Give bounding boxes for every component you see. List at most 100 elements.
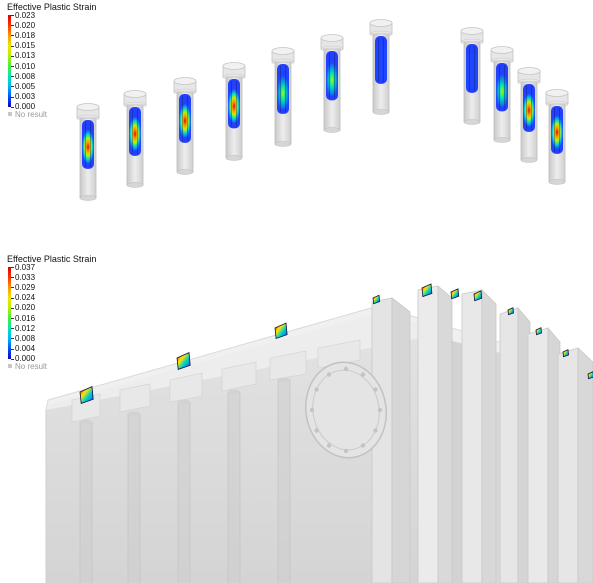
bolt-hole bbox=[177, 399, 191, 583]
strained-cap bbox=[274, 322, 288, 339]
bolt bbox=[271, 47, 295, 147]
legend-tick bbox=[11, 96, 14, 98]
legend-tick bbox=[11, 287, 14, 289]
legend-tick-label: 0.037 bbox=[15, 262, 36, 272]
no-result-label: No result bbox=[15, 361, 48, 371]
flange-bolt-hole bbox=[309, 407, 315, 413]
flange-bolt-hole bbox=[360, 443, 366, 448]
no-result-label: No result bbox=[15, 109, 48, 119]
legend-tick bbox=[11, 86, 14, 88]
legend-tick-label: 0.005 bbox=[15, 81, 36, 91]
bolt-strain-panel: Effective Plastic Strain 0.023 0.020 0.018… bbox=[0, 0, 593, 250]
strained-cap bbox=[372, 294, 381, 305]
legend-tick-label: 0.020 bbox=[15, 303, 36, 313]
no-result-swatch bbox=[8, 111, 12, 116]
legend-tick-label: 0.010 bbox=[15, 61, 36, 71]
strained-cap bbox=[79, 386, 94, 404]
flange-bolt-hole bbox=[326, 372, 332, 377]
strained-cap bbox=[473, 290, 483, 302]
bolt-hole bbox=[79, 419, 93, 583]
legend-tick bbox=[11, 297, 14, 299]
legend-scale: 0.023 0.020 0.018 0.015 0.013 0.010 0.008 0.005… bbox=[7, 10, 96, 138]
legend-tick-label: 0.033 bbox=[15, 272, 36, 282]
legend-tick bbox=[11, 338, 14, 340]
legend-tick bbox=[11, 358, 14, 360]
legend-scale: 0.037 0.033 0.029 0.024 0.020 0.016 0.012 0.008… bbox=[7, 262, 96, 390]
legend-tick bbox=[11, 328, 14, 330]
bolt-hole bbox=[227, 389, 241, 583]
bolt bbox=[123, 90, 147, 188]
legend-title: Effective Plastic Strain bbox=[7, 2, 97, 12]
legend-tick bbox=[11, 45, 14, 47]
legend-colorbar bbox=[8, 267, 11, 359]
bolt bbox=[76, 103, 100, 201]
legend-tick-label: 0.003 bbox=[15, 92, 36, 102]
flange-bolt-hole bbox=[373, 428, 378, 433]
legend-tick-label: 0.008 bbox=[15, 333, 36, 343]
flange-bolt-hole bbox=[326, 443, 332, 448]
bolt bbox=[369, 19, 393, 115]
legend-tick bbox=[11, 66, 14, 67]
legend-no-result: No result bbox=[8, 361, 48, 371]
bolt bbox=[173, 77, 197, 175]
legend-tick-label: 0.000 bbox=[15, 102, 36, 112]
bolt bbox=[490, 46, 514, 143]
strained-cap bbox=[450, 288, 460, 300]
legend-tick-label: 0.000 bbox=[15, 354, 36, 364]
bolt bbox=[460, 27, 484, 125]
legend-tick-label: 0.015 bbox=[15, 41, 36, 51]
legend-tick bbox=[11, 106, 14, 108]
legend-tick bbox=[11, 35, 14, 37]
flange-bolt-hole bbox=[343, 448, 349, 454]
strained-cap bbox=[587, 371, 593, 380]
legend-tick-label: 0.012 bbox=[15, 323, 36, 333]
legend-tick-label: 0.004 bbox=[15, 344, 36, 354]
bolt-hole bbox=[277, 377, 291, 583]
legend-tick-label: 0.020 bbox=[15, 20, 36, 30]
flange-bolt-hole bbox=[314, 387, 319, 392]
legend-title: Effective Plastic Strain bbox=[7, 254, 97, 264]
strain-legend-top: Effective Plastic Strain 0.023 0.020 0.018… bbox=[7, 2, 96, 138]
right-ribs bbox=[371, 285, 593, 583]
strain-legend-bottom: Effective Plastic Strain 0.037 0.033 0.029… bbox=[7, 254, 96, 390]
legend-tick-label: 0.016 bbox=[15, 313, 36, 323]
bolt bbox=[320, 34, 344, 133]
block-view bbox=[45, 283, 593, 583]
legend-tick-label: 0.008 bbox=[15, 71, 36, 81]
flange-bolt-hole bbox=[314, 428, 319, 433]
legend-tick bbox=[11, 307, 14, 309]
block-strain-panel: Effective Plastic Strain 0.037 0.033 0.029… bbox=[0, 250, 593, 583]
strained-cap bbox=[421, 283, 433, 298]
legend-no-result: No result bbox=[8, 109, 48, 119]
flange-bolt-hole bbox=[343, 366, 349, 372]
bolt bbox=[517, 67, 541, 163]
strained-cap bbox=[176, 352, 191, 370]
legend-tick bbox=[11, 25, 14, 27]
legend-tick bbox=[11, 277, 14, 279]
bolt-hole bbox=[127, 411, 141, 583]
flange-bolt-hole bbox=[373, 387, 378, 392]
legend-tick-label: 0.018 bbox=[15, 30, 36, 40]
bolt-row-view bbox=[76, 19, 569, 201]
legend-tick bbox=[11, 267, 14, 268]
bolt bbox=[222, 62, 246, 161]
strained-cap bbox=[562, 349, 569, 358]
no-result-swatch bbox=[8, 363, 12, 368]
strained-cap bbox=[535, 327, 542, 336]
circular-flange bbox=[304, 361, 388, 459]
legend-tick-label: 0.013 bbox=[15, 51, 36, 61]
legend-tick-label: 0.024 bbox=[15, 293, 36, 303]
legend-tick bbox=[11, 348, 14, 350]
legend-colorbar bbox=[8, 15, 11, 107]
flange-bolt-hole bbox=[377, 407, 383, 413]
legend-tick bbox=[11, 318, 14, 319]
flange-bolt-hole bbox=[360, 372, 366, 377]
legend-tick-label: 0.023 bbox=[15, 10, 36, 20]
legend-tick-label: 0.029 bbox=[15, 282, 36, 292]
strained-bolt-caps bbox=[79, 283, 593, 404]
legend-tick bbox=[11, 55, 14, 57]
bolt bbox=[545, 89, 569, 185]
legend-tick bbox=[11, 15, 14, 16]
bolt-holes-front bbox=[79, 377, 291, 583]
top-castellations bbox=[71, 339, 361, 423]
